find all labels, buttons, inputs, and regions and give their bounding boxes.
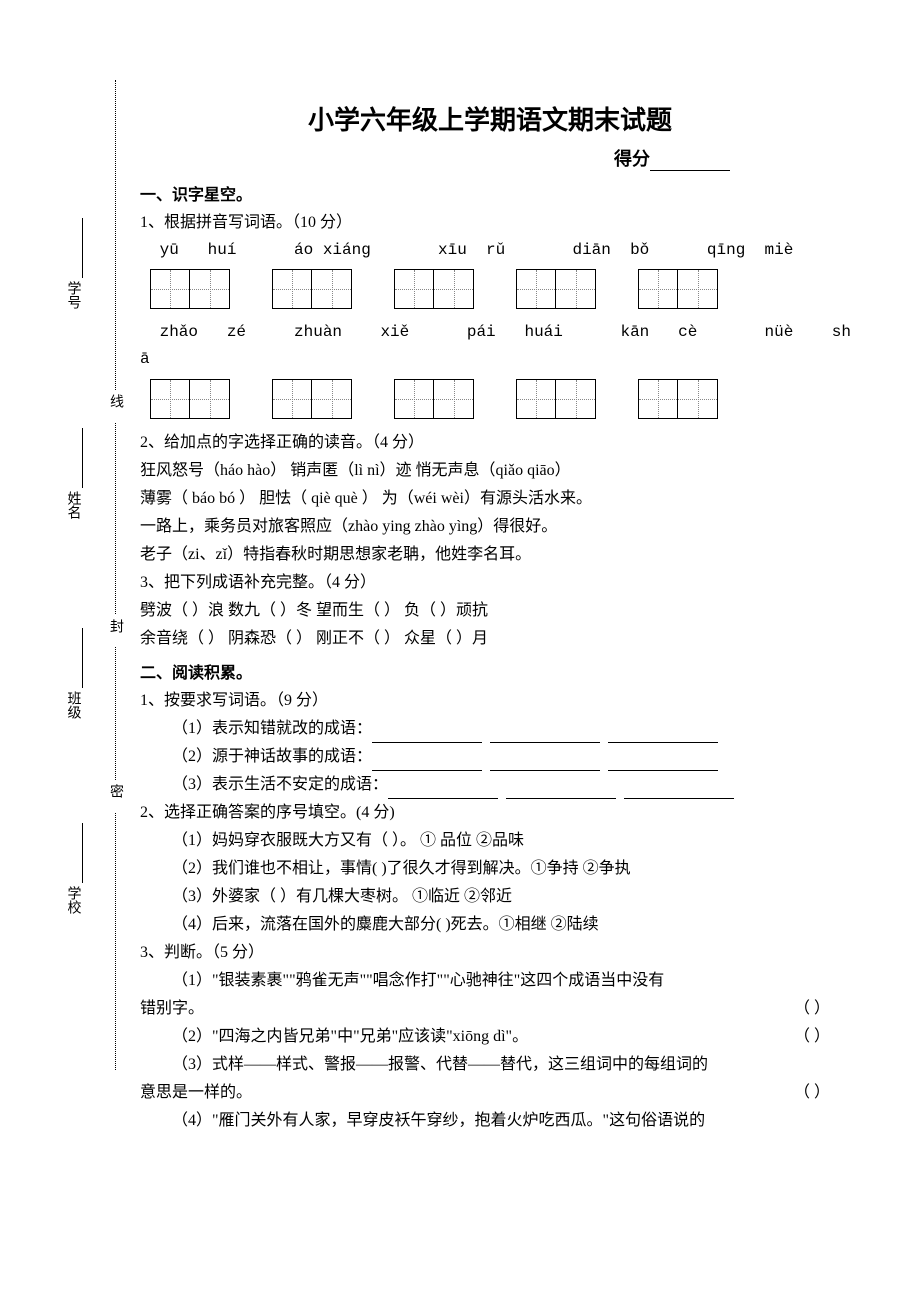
box-row-2 (140, 379, 840, 419)
binding-label-secret: 密 (105, 780, 125, 812)
s1-q3: 3、把下列成语补充完整。（4 分） (140, 569, 840, 597)
s2-q3-2-text: （2）"四海之内皆兄弟"中"兄弟"应该读"xiōng dì"。 (172, 1028, 528, 1045)
char-box-pair[interactable] (638, 269, 718, 309)
s2-q2-1: （1）妈妈穿衣服既大方又有（ ）。 ① 品位 ②品味 (140, 827, 840, 855)
judge-paren[interactable]: （ ） (794, 1023, 830, 1051)
form-label-name: 姓名 (66, 491, 81, 519)
s2-q3-3b-text: 意思是一样的。 (140, 1084, 252, 1101)
s1-q2: 2、给加点的字选择正确的读音。（4 分） (140, 429, 840, 457)
char-box-pair[interactable] (516, 269, 596, 309)
fill-blank[interactable] (624, 781, 734, 799)
s2-q3-1b: 错别字。 （ ） (140, 995, 840, 1023)
score-blank[interactable] (650, 170, 730, 171)
s1-q2-l2: 薄雾（ báo bó ） 胆怯（ qiè què ） 为（wéi wèi）有源头… (140, 485, 840, 513)
binding-column: 线 封 密 (95, 80, 135, 1070)
fill-blank[interactable] (608, 753, 718, 771)
page-content: 小学六年级上学期语文期末试题 得分 一、识字星空。 1、根据拼音写词语。（10 … (140, 100, 840, 1135)
char-box-pair[interactable] (638, 379, 718, 419)
s2-q2-3: （3）外婆家（ ）有几棵大枣树。 ①临近 ②邻近 (140, 883, 840, 911)
char-box-pair[interactable] (516, 379, 596, 419)
form-label-class: 班级 (66, 691, 81, 719)
form-label-id: 学号 (66, 281, 81, 309)
s2-q1-2: （2）源于神话故事的成语： (140, 743, 840, 771)
s2-q2-4: （4）后来，流落在国外的麋鹿大部分( )死去。①相继 ②陆续 (140, 911, 840, 939)
s2-q3-1b-text: 错别字。 (140, 1000, 204, 1017)
s2-q1-1-label: （1）表示知错就改的成语： (172, 720, 372, 737)
form-label-school: 学校 (66, 886, 81, 914)
box-row-1 (140, 269, 840, 309)
char-box-pair[interactable] (272, 269, 352, 309)
s1-q2-l3: 一路上，乘务员对旅客照应（zhào ying zhào yìng）得很好。 (140, 513, 840, 541)
judge-paren[interactable]: （ ） (794, 1079, 830, 1107)
form-school: 学校 (63, 820, 83, 914)
s2-q1-3-label: （3）表示生活不安定的成语： (172, 776, 388, 793)
s1-q3-l2: 余音绕（ ） 阴森恐（ ） 刚正不（ ） 众星（ ）月 (140, 625, 840, 653)
s2-q2-2: （2）我们谁也不相让，事情( )了很久才得到解决。①争持 ②争执 (140, 855, 840, 883)
s2-q3-4: （4）"雁门关外有人家，早穿皮袄午穿纱，抱着火炉吃西瓜。"这句俗语说的 (140, 1107, 840, 1135)
section-1-head: 一、识字星空。 (140, 181, 840, 205)
char-box-pair[interactable] (150, 379, 230, 419)
char-box-pair[interactable] (272, 379, 352, 419)
binding-label-seal: 封 (105, 615, 125, 647)
form-class: 班级 (63, 625, 83, 719)
fill-blank[interactable] (490, 753, 600, 771)
form-column: 学号 姓名 班级 学校 (55, 80, 90, 1070)
s2-q1-1: （1）表示知错就改的成语： (140, 715, 840, 743)
s1-q1: 1、根据拼音写词语。（10 分） (140, 209, 840, 237)
fill-blank[interactable] (372, 725, 482, 743)
binding-label-line: 线 (105, 390, 125, 422)
fill-blank[interactable] (506, 781, 616, 799)
s1-q3-l1: 劈波（ ）浪 数九（ ）冬 望而生（ ） 负（ ）顽抗 (140, 597, 840, 625)
s2-q3-2: （2）"四海之内皆兄弟"中"兄弟"应该读"xiōng dì"。 （ ） (140, 1023, 840, 1051)
form-name: 姓名 (63, 425, 83, 519)
form-student-id: 学号 (63, 215, 83, 309)
s2-q3-1a: （1）"银装素裹""鸦雀无声""唱念作打""心驰神往"这四个成语当中没有 (140, 967, 840, 995)
pinyin-row-2: zhǎo zé zhuàn xiě pái huái kān cè nüè sh (140, 319, 840, 345)
judge-paren[interactable]: （ ） (794, 995, 830, 1023)
page-title: 小学六年级上学期语文期末试题 (140, 100, 840, 137)
s2-q3-3a: （3）式样——样式、警报——报警、代替——替代，这三组词中的每组词的 (140, 1051, 840, 1079)
char-box-pair[interactable] (394, 379, 474, 419)
score-label: 得分 (614, 149, 650, 169)
s2-q2: 2、选择正确答案的序号填空。(4 分) (140, 799, 840, 827)
fill-blank[interactable] (372, 753, 482, 771)
s2-q1: 1、按要求写词语。（9 分） (140, 687, 840, 715)
pinyin-row-2b: ā (140, 345, 840, 373)
s2-q3-3b: 意思是一样的。 （ ） (140, 1079, 840, 1107)
s2-q3: 3、判断。（5 分） (140, 939, 840, 967)
char-box-pair[interactable] (394, 269, 474, 309)
score-line: 得分 (140, 145, 840, 171)
binding-dotted-line (115, 80, 116, 1070)
s2-q1-3: （3）表示生活不安定的成语： (140, 771, 840, 799)
fill-blank[interactable] (388, 781, 498, 799)
char-box-pair[interactable] (150, 269, 230, 309)
section-2-head: 二、阅读积累。 (140, 659, 840, 683)
s1-q2-l1: 狂风怒号（háo hào） 销声匿（lì nì）迹 悄无声息（qiǎo qiāo… (140, 457, 840, 485)
s1-q2-l4: 老子（zi、zǐ）特指春秋时期思想家老聃，他姓李名耳。 (140, 541, 840, 569)
fill-blank[interactable] (490, 725, 600, 743)
fill-blank[interactable] (608, 725, 718, 743)
s2-q1-2-label: （2）源于神话故事的成语： (172, 748, 372, 765)
pinyin-row-1: yū huí áo xiáng xīu rǔ diān bǒ qīng miè (140, 237, 840, 263)
